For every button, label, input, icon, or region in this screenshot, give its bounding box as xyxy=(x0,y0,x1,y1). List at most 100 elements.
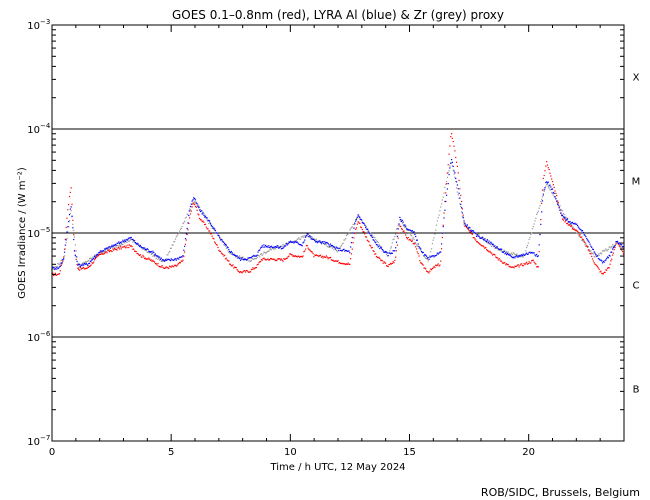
data-point xyxy=(188,214,190,217)
data-point xyxy=(601,262,604,264)
data-point xyxy=(491,242,493,244)
data-point xyxy=(209,222,211,224)
data-point xyxy=(276,259,278,261)
data-point xyxy=(69,208,71,210)
data-point xyxy=(158,256,160,258)
data-point xyxy=(55,268,57,270)
data-point xyxy=(446,188,448,190)
data-point xyxy=(608,267,610,269)
data-point xyxy=(236,255,238,257)
data-point xyxy=(108,246,111,248)
data-point xyxy=(221,253,223,255)
data-point xyxy=(169,266,172,268)
data-point xyxy=(475,241,478,243)
data-point xyxy=(559,205,561,207)
data-point xyxy=(331,259,333,262)
data-point xyxy=(518,255,520,257)
data-point xyxy=(437,263,439,265)
data-point xyxy=(94,255,96,257)
data-point xyxy=(598,258,600,260)
data-point xyxy=(487,241,489,244)
data-point xyxy=(168,252,170,254)
data-point xyxy=(436,220,438,222)
data-point xyxy=(533,261,535,263)
data-point xyxy=(201,221,203,223)
x-tick-label-0: 0 xyxy=(49,447,55,458)
data-point xyxy=(530,233,532,236)
data-point xyxy=(439,264,441,266)
data-point xyxy=(134,241,137,244)
data-point xyxy=(575,229,577,231)
data-point xyxy=(603,271,605,274)
data-point xyxy=(549,184,551,186)
data-point xyxy=(293,241,295,243)
data-point xyxy=(207,220,209,222)
data-point xyxy=(521,264,524,267)
data-point xyxy=(263,251,265,253)
data-point xyxy=(239,257,242,259)
data-point xyxy=(365,236,368,238)
data-point xyxy=(317,240,319,242)
data-point xyxy=(336,251,338,253)
data-point xyxy=(435,264,438,267)
data-point xyxy=(398,223,400,225)
data-point xyxy=(143,257,146,260)
data-point xyxy=(272,258,274,260)
data-point xyxy=(136,243,138,245)
data-point xyxy=(491,254,494,256)
data-point xyxy=(484,240,486,242)
data-point xyxy=(416,251,418,253)
data-point xyxy=(190,206,192,208)
data-point xyxy=(460,206,462,208)
data-point xyxy=(113,247,116,249)
data-point xyxy=(244,257,246,260)
data-point xyxy=(202,212,204,214)
data-point xyxy=(453,170,455,172)
data-point xyxy=(70,210,72,212)
data-point xyxy=(622,246,625,248)
data-point xyxy=(261,259,263,261)
data-point xyxy=(336,260,338,263)
x-axis-ticks: 0 5 10 15 20 xyxy=(49,25,601,458)
data-point xyxy=(585,236,587,238)
data-point xyxy=(83,264,85,266)
data-point xyxy=(69,191,71,193)
data-point xyxy=(148,251,151,253)
data-point xyxy=(70,206,72,208)
data-point xyxy=(303,241,305,243)
data-point xyxy=(150,253,152,256)
data-point xyxy=(607,248,609,250)
data-point xyxy=(315,238,318,240)
data-point xyxy=(491,245,493,248)
data-point xyxy=(471,230,474,232)
data-point xyxy=(509,253,511,255)
data-point xyxy=(304,235,306,237)
data-point xyxy=(100,250,102,252)
data-point xyxy=(429,256,431,258)
data-point xyxy=(395,241,398,243)
data-point xyxy=(257,255,259,257)
data-point xyxy=(57,268,59,270)
data-point xyxy=(390,263,393,265)
data-point xyxy=(356,223,358,225)
data-point xyxy=(400,218,402,221)
data-point xyxy=(479,243,481,245)
data-point xyxy=(447,171,449,174)
data-point xyxy=(174,264,177,266)
data-point xyxy=(542,194,544,196)
data-point xyxy=(232,254,234,256)
data-point xyxy=(235,267,237,269)
data-point xyxy=(63,248,66,250)
data-point xyxy=(239,271,242,273)
data-point xyxy=(96,254,98,256)
data-point xyxy=(362,231,364,233)
data-point xyxy=(566,219,569,221)
data-point xyxy=(186,213,188,215)
data-point xyxy=(562,213,564,215)
data-point xyxy=(86,267,88,270)
data-point xyxy=(208,222,210,225)
data-point xyxy=(255,266,257,269)
data-point xyxy=(270,249,272,251)
data-point xyxy=(551,180,554,183)
data-point xyxy=(545,165,547,167)
